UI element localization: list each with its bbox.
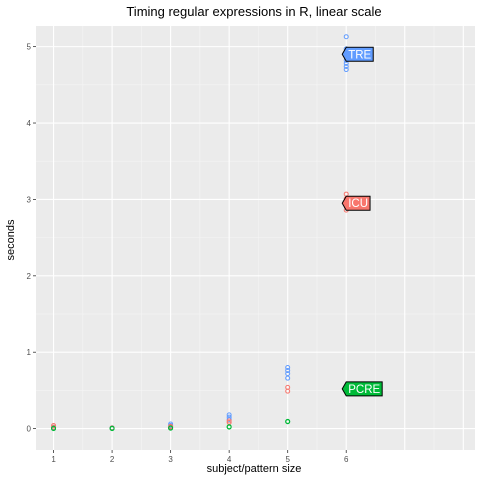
series-label-box [341, 195, 371, 211]
major-gridlines [36, 26, 475, 450]
data-point [285, 384, 291, 390]
data-point [226, 424, 232, 430]
chart-title: Timing regular expressions in R, linear … [126, 4, 381, 19]
x-tick-label: 1 [51, 455, 56, 464]
y-tick-label: 2 [27, 272, 32, 281]
y-axis-title: seconds [5, 219, 17, 260]
minor-gridlines [36, 26, 475, 450]
data-point [226, 416, 232, 422]
x-axis-ticks: 1 2 3 4 5 6 [51, 450, 349, 464]
data-point [51, 425, 57, 431]
x-tick-label: 2 [110, 455, 115, 464]
data-point [343, 63, 349, 69]
series-label-pcre: PCRE [341, 381, 383, 397]
x-tick-label: 4 [227, 455, 232, 464]
data-point [285, 371, 291, 377]
data-point [226, 412, 232, 418]
series-label-text: PCRE [348, 384, 380, 396]
data-point [168, 425, 174, 431]
x-tick-label: 3 [168, 455, 173, 464]
y-tick-label: 4 [27, 119, 32, 128]
series-labels: TRE ICU PCRE [341, 46, 383, 397]
data-point [343, 34, 349, 40]
y-tick-label: 1 [27, 348, 32, 357]
data-point [109, 425, 115, 431]
data-point [168, 423, 174, 429]
data-point [285, 368, 291, 374]
data-point [285, 375, 291, 381]
x-axis-title: subject/pattern size [207, 463, 302, 475]
data-point [285, 364, 291, 370]
y-axis-ticks: 0 1 2 3 4 5 [27, 43, 36, 434]
series-label-icu: ICU [341, 195, 371, 211]
series-label-box [341, 381, 383, 397]
plot-panel [36, 26, 475, 450]
x-tick-label: 6 [344, 455, 349, 464]
y-tick-label: 0 [27, 425, 32, 434]
series-label-text: ICU [348, 198, 368, 210]
data-point [343, 67, 349, 73]
series-label-tre: TRE [341, 46, 374, 62]
x-tick-label: 5 [285, 455, 290, 464]
data-point [51, 423, 57, 429]
series-label-text: TRE [348, 49, 371, 61]
data-point [285, 418, 291, 424]
data-point [226, 418, 232, 424]
y-tick-label: 3 [27, 195, 32, 204]
y-tick-label: 5 [27, 43, 32, 52]
series-label-box [341, 46, 374, 62]
